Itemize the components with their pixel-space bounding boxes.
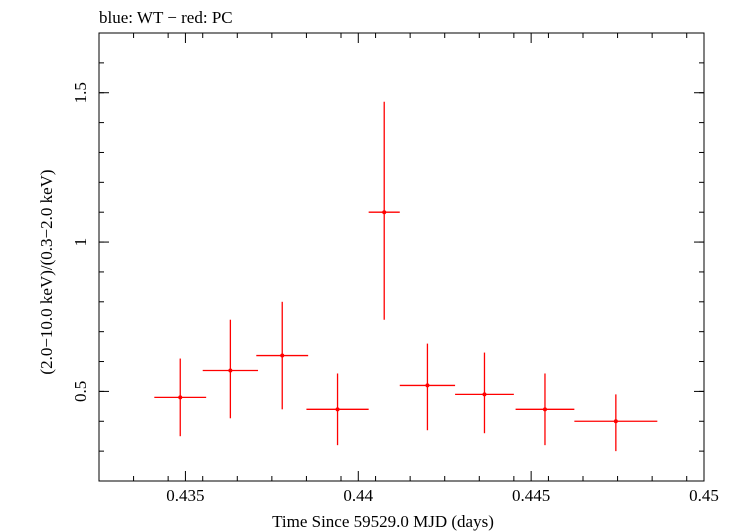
data-marks [154,101,658,452]
axis-ticks: 0.435 0.44 0.445 0.45 0.5 1 1.5 [71,32,719,505]
plot-frame [98,32,705,482]
x-tick-label: 0.435 [166,486,204,505]
x-tick-label: 0.445 [512,486,550,505]
data-point [425,383,430,388]
data-point [613,419,618,424]
y-tick-label: 1.5 [71,82,90,103]
data-point [280,353,285,358]
data-point [542,407,547,412]
chart-title: blue: WT − red: PC [99,8,233,27]
data-point [382,210,387,215]
y-axis-label: (2.0−10.0 keV)/(0.3−2.0 keV) [37,169,56,374]
data-point [335,407,340,412]
data-point [228,368,233,373]
data-point [178,395,183,400]
y-tick-label: 0.5 [71,381,90,402]
x-tick-label: 0.44 [343,486,373,505]
y-tick-label: 1 [71,238,90,247]
data-point [482,392,487,397]
x-tick-label: 0.45 [689,486,719,505]
x-axis-label: Time Since 59529.0 MJD (days) [272,512,494,531]
